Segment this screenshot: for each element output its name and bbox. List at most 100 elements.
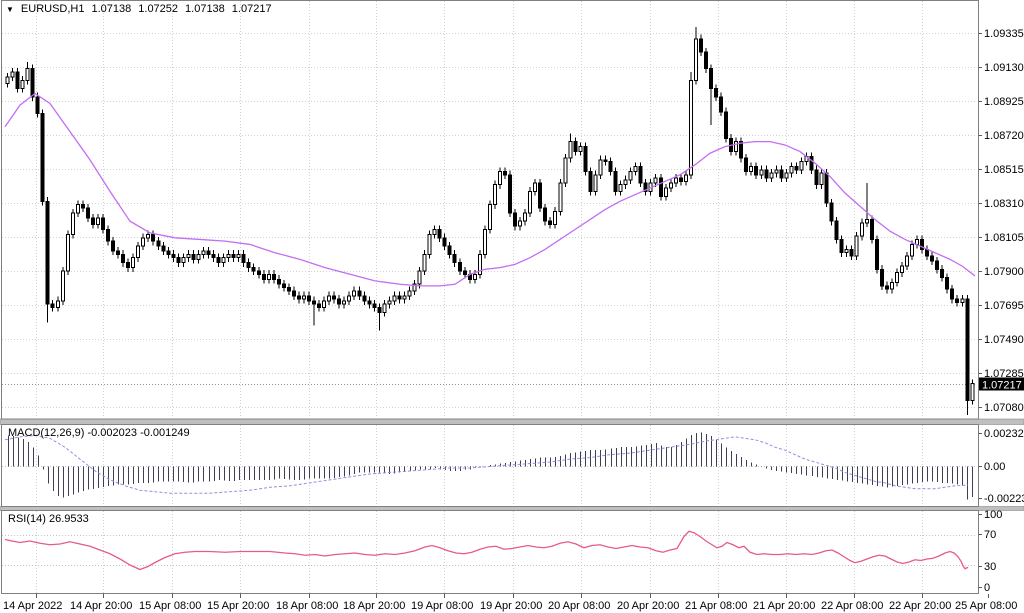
candle-body — [55, 300, 60, 308]
candle-body — [573, 141, 578, 153]
ohlc-close-value: 1.07217 — [231, 3, 272, 15]
macd-axis-label: -0.00223 — [984, 493, 1024, 505]
candle-body — [945, 277, 950, 290]
candle-body — [668, 182, 673, 189]
candle-body — [528, 190, 533, 214]
macd-axis-label: 0.00 — [984, 461, 1005, 473]
candle-body — [658, 177, 663, 197]
candle-body — [256, 270, 261, 275]
candle-body — [754, 165, 759, 176]
candle-body — [146, 233, 151, 239]
candle-body — [633, 165, 638, 172]
candle-body — [970, 383, 975, 401]
candle-body — [412, 283, 417, 292]
ohlc-low-value: 1.07138 — [185, 3, 225, 15]
price-scale[interactable] — [979, 0, 1024, 594]
candle-body — [543, 207, 548, 222]
candle-body — [809, 156, 814, 171]
candle-body — [663, 187, 668, 197]
candle-body — [312, 300, 317, 305]
candle-body — [271, 273, 276, 280]
candle-body — [307, 295, 311, 302]
candle-body — [703, 51, 708, 70]
candle-body — [558, 182, 563, 212]
rsi-line — [4, 530, 969, 571]
candle-body — [864, 219, 869, 224]
price-axis-label: 1.07695 — [984, 300, 1024, 312]
candle-body — [950, 288, 955, 300]
candle-body — [960, 298, 965, 303]
time-axis-label: 18 Apr 20:00 — [343, 600, 405, 612]
candle-body — [879, 268, 884, 287]
candle-body — [241, 253, 246, 264]
candle-body — [45, 200, 50, 305]
candle-body — [889, 282, 894, 290]
candle-body — [301, 295, 306, 300]
candle-body — [719, 96, 724, 113]
candle-body — [437, 229, 442, 239]
candle-body — [332, 295, 337, 300]
time-scale[interactable] — [0, 594, 1024, 613]
symbol-dropdown-icon[interactable]: ▼ — [6, 4, 14, 14]
candle-body — [502, 170, 507, 176]
candle-body — [151, 233, 156, 242]
candle-body — [85, 207, 90, 219]
candle-body — [598, 159, 603, 176]
candle-body — [352, 290, 357, 297]
candle-body — [638, 165, 643, 184]
candle-body — [166, 250, 171, 255]
candle-body — [281, 283, 286, 289]
candle-body — [683, 174, 688, 182]
candle-body — [955, 298, 960, 303]
candle-body — [849, 248, 854, 257]
candle-body — [40, 112, 45, 202]
candle-body — [678, 177, 683, 182]
candle-body — [568, 141, 573, 159]
candle-body — [603, 159, 608, 163]
moving-average-line — [4, 92, 976, 287]
candle-body — [739, 141, 744, 159]
candle-body — [553, 210, 558, 226]
candle-body — [80, 204, 85, 209]
price-axis-label: 1.08720 — [984, 130, 1024, 142]
candle-body — [432, 229, 437, 235]
candle-body — [191, 253, 196, 260]
rsi-layer — [2, 511, 977, 593]
macd-layer — [2, 425, 977, 506]
candle-body — [518, 220, 523, 227]
candle-body — [653, 177, 658, 184]
candle-body — [904, 255, 909, 267]
candle-body — [784, 172, 789, 179]
candle-body — [216, 257, 221, 264]
candle-body — [322, 300, 327, 308]
price-axis-label: 1.08310 — [984, 198, 1024, 210]
candle-body — [417, 270, 422, 285]
candle-body — [769, 172, 774, 179]
candle-body — [317, 303, 322, 308]
price-axis-label: 1.07285 — [984, 368, 1024, 380]
panel-separator-0 — [0, 418, 1024, 425]
candle-body — [131, 257, 136, 269]
candle-body — [201, 250, 206, 255]
candle-body — [965, 298, 970, 401]
candle-body — [523, 212, 528, 222]
candle-body — [759, 169, 764, 176]
candle-body — [100, 217, 105, 231]
candle-body — [251, 267, 256, 272]
candle-body — [623, 179, 628, 186]
candle-body — [714, 88, 719, 98]
time-axis-label: 15 Apr 20:00 — [207, 600, 269, 612]
time-axis-label: 20 Apr 20:00 — [617, 600, 679, 612]
candle-body — [327, 295, 332, 302]
candle-body — [387, 300, 392, 305]
time-axis-label: 18 Apr 08:00 — [276, 600, 338, 612]
candle-body — [181, 257, 186, 264]
time-axis-label: 20 Apr 08:00 — [548, 600, 610, 612]
macd-axis-label: 0.002324 — [984, 428, 1024, 440]
price-axis-label: 1.08925 — [984, 96, 1024, 108]
candle-body — [472, 273, 477, 280]
macd-signal-line — [4, 434, 969, 494]
candle-body — [930, 255, 935, 262]
